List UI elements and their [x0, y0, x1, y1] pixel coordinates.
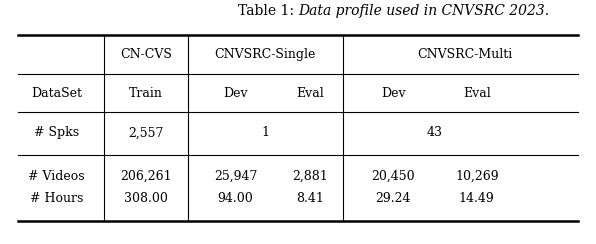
Text: Table 1:: Table 1: [238, 4, 298, 18]
Text: Data profile used in CNVSRC 2023.: Data profile used in CNVSRC 2023. [298, 4, 549, 18]
Text: 1: 1 [261, 126, 269, 140]
Text: CNVSRC-Single: CNVSRC-Single [215, 48, 316, 61]
Text: Eval: Eval [463, 87, 491, 100]
Text: 308.00: 308.00 [124, 192, 168, 205]
Text: Dev: Dev [223, 87, 248, 100]
Text: DataSet: DataSet [31, 87, 82, 100]
Text: Dev: Dev [381, 87, 406, 100]
Text: 2,557: 2,557 [128, 126, 164, 140]
Text: 14.49: 14.49 [459, 192, 495, 205]
Text: 8.41: 8.41 [296, 192, 324, 205]
Text: 20,450: 20,450 [371, 170, 415, 183]
Text: 10,269: 10,269 [455, 170, 499, 183]
Text: 29.24: 29.24 [375, 192, 411, 205]
Text: # Videos: # Videos [28, 170, 85, 183]
Text: CN-CVS: CN-CVS [120, 48, 172, 61]
Text: Train: Train [129, 87, 163, 100]
Text: 2,881: 2,881 [292, 170, 328, 183]
Text: CNVSRC-Multi: CNVSRC-Multi [417, 48, 513, 61]
Text: 25,947: 25,947 [214, 170, 257, 183]
Text: # Spks: # Spks [34, 126, 79, 140]
Text: # Hours: # Hours [30, 192, 83, 205]
Text: 94.00: 94.00 [218, 192, 253, 205]
Text: 43: 43 [427, 126, 443, 140]
Text: Eval: Eval [296, 87, 324, 100]
Text: 206,261: 206,261 [120, 170, 172, 183]
